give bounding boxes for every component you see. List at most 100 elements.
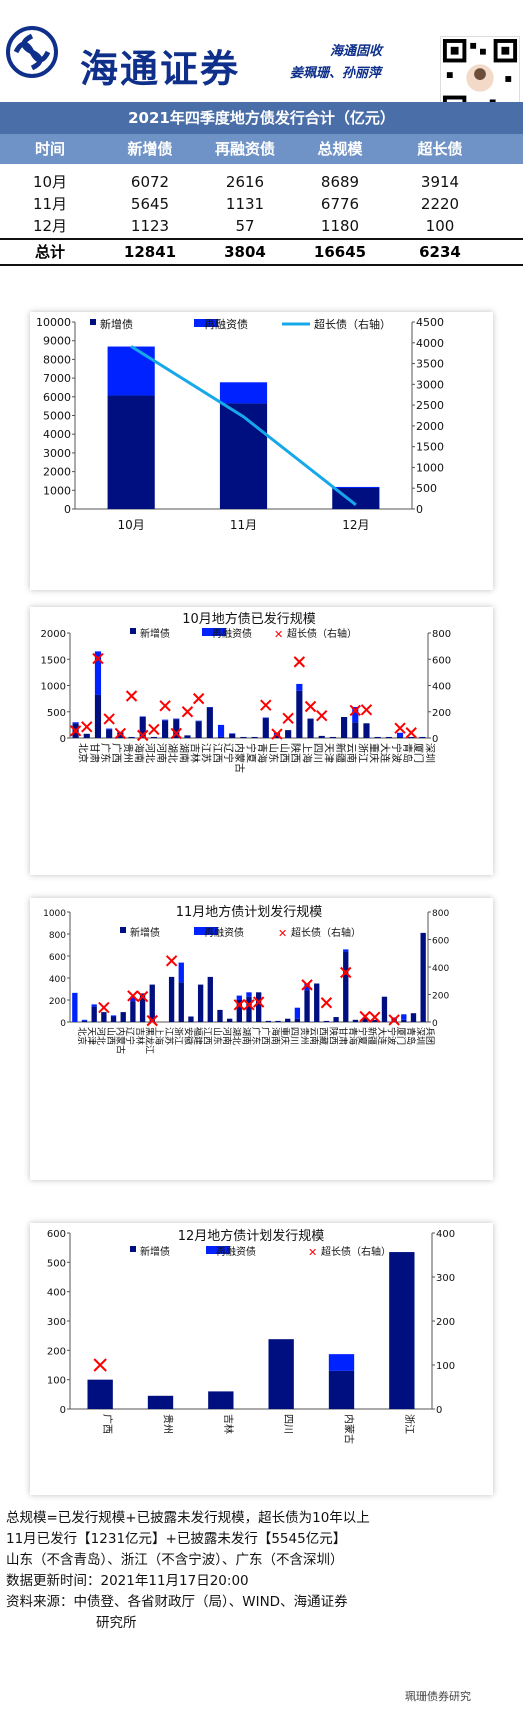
ultra-long-marker — [137, 729, 149, 742]
x-tick-label: 大连 — [376, 1027, 388, 1045]
bar-new-bond — [419, 736, 426, 738]
ultra-long-marker — [388, 1014, 400, 1026]
ultra-long-marker — [282, 712, 294, 725]
bar-new-bond — [168, 976, 175, 1022]
bar-refinance-bond — [401, 1014, 407, 1020]
y-tick-label: 2000 — [41, 629, 66, 640]
x-tick-label: 安徽 — [182, 1027, 194, 1045]
x-tick-label: 大连 — [379, 743, 392, 763]
ultra-long-marker — [127, 990, 139, 1002]
chart-panel-nov: 新增债 再融资债 ✕ 超长债（右轴） 0 200 400 600 800 1000 0 200 400 6… — [30, 898, 493, 1180]
table-cell: 2616 — [225, 173, 265, 191]
bar-refinance-bond — [236, 995, 242, 1000]
x-tick-label: 西藏 — [318, 1027, 330, 1045]
note-line: 山东（不含青岛）、浙江（不含宁波）、广东（不含深圳） — [6, 1552, 344, 1568]
brand-name: 海通证券 — [80, 46, 241, 91]
chart-panel-q4: 新增债 再融资债 超长债（右轴） 0 1000 2000 3000 4000 5000 6000 7… — [30, 312, 493, 590]
legend-swatch — [194, 927, 218, 935]
report-header: 海通证券 海通固收 姜珮珊、孙丽萍 — [0, 0, 523, 122]
bar-refinance-bond — [219, 382, 268, 404]
y-tick-label: 0 — [60, 1405, 66, 1416]
y-tick-label: 1000 — [43, 484, 71, 497]
y-tick-label: 200 — [47, 1346, 66, 1357]
ultra-long-marker — [136, 990, 149, 1003]
bar-new-bond — [381, 996, 388, 1022]
footnotes: 总规模=已发行规模+已披露未发行规模，超长债为10年以上 11月已发行【1231… — [6, 1508, 521, 1634]
bar-refinance-bond — [173, 718, 180, 720]
bar-new-bond — [275, 1020, 281, 1022]
note-line: 研究所 — [96, 1615, 137, 1631]
bar-new-bond — [268, 1339, 294, 1409]
x-tick-label: 云南 — [308, 1027, 320, 1045]
bar-new-bond — [389, 1252, 415, 1409]
bar-refinance-bond — [72, 992, 78, 1022]
bar-refinance-bond — [328, 1354, 355, 1371]
bar-new-bond — [352, 1019, 359, 1022]
bar-new-bond — [374, 736, 381, 738]
y2-tick-label: 3500 — [416, 358, 444, 371]
bar-refinance-bond — [217, 724, 225, 737]
legend-label: 超长债（右轴） — [287, 627, 357, 640]
y2-tick-label: 4000 — [416, 337, 444, 350]
bar-new-bond — [318, 735, 325, 738]
bar-new-bond — [304, 990, 310, 1022]
y2-tick-label: 400 — [432, 682, 451, 693]
legend-label: 再融资债 — [212, 627, 252, 640]
bar-new-bond — [101, 1012, 107, 1022]
ultra-long-marker — [405, 727, 417, 739]
legend-label: 超长债（右轴） — [291, 926, 361, 939]
bar-new-bond — [363, 723, 370, 738]
bar-new-bond — [385, 736, 392, 738]
x-tick-label: 广西 — [110, 743, 122, 763]
y2-tick-label: 800 — [432, 629, 451, 640]
x-tick-label: 四川 — [289, 1027, 299, 1045]
x-tick-label: 广西 — [260, 1027, 272, 1045]
column-header: 新增债 — [127, 140, 173, 158]
ultra-long-marker — [360, 704, 373, 716]
legend-label: 新增债 — [100, 317, 133, 331]
x-tick-label: 辽宁 — [124, 1027, 136, 1045]
y-tick-label: 0 — [60, 734, 66, 745]
x-tick-label: 宁波 — [385, 1027, 397, 1045]
ultra-long-marker — [148, 723, 160, 736]
ultra-long-marker — [69, 725, 82, 737]
ultra-long-marker — [92, 652, 104, 665]
bar-new-bond — [401, 1019, 407, 1022]
y-tick-label: 2000 — [43, 466, 71, 479]
y-tick-label: 500 — [47, 1258, 66, 1269]
x-tick-label: 海南 — [269, 1027, 281, 1045]
y-tick-label: 1000 — [41, 682, 66, 693]
table-cell: 1131 — [225, 195, 265, 213]
table-cell: 5645 — [130, 195, 170, 213]
ultra-long-marker — [170, 727, 182, 740]
y2-tick-label: 2500 — [416, 399, 444, 412]
table-cell: 16645 — [313, 243, 367, 261]
x-tick-label: 天津 — [323, 743, 335, 763]
x-tick-label: 山东 — [267, 743, 280, 763]
x-tick-label: 兵团 — [424, 1027, 436, 1045]
bar-new-bond — [262, 718, 269, 738]
bar-new-bond — [139, 717, 146, 738]
x-tick-label: 广东 — [250, 1027, 262, 1045]
x-tick-label: 山东 — [211, 1027, 223, 1045]
table-cell: 1180 — [320, 217, 360, 235]
bar-new-bond — [343, 951, 349, 1022]
x-tick-label: 厦门 — [412, 743, 425, 763]
y-tick-label: 0 — [60, 1019, 66, 1029]
x-tick-label: 贵州 — [298, 1027, 310, 1045]
bar-new-bond — [195, 721, 202, 738]
ultra-long-marker — [98, 1001, 110, 1014]
y-tick-label: 200 — [49, 997, 66, 1007]
bar-new-bond — [236, 1000, 242, 1022]
ultra-long-marker — [316, 709, 328, 722]
bar-refinance-bond — [294, 1007, 301, 1019]
legend-marker-swatch: ✕ — [274, 628, 283, 641]
table-cell: 12月 — [32, 217, 68, 235]
bar-refinance-bond — [106, 728, 113, 730]
bar-new-bond — [208, 1391, 234, 1409]
bar-new-bond — [81, 1020, 88, 1022]
y2-tick-label: 0 — [436, 1405, 442, 1416]
bar-new-bond — [285, 730, 292, 738]
bar-new-bond — [94, 694, 102, 738]
y-tick-label: 500 — [47, 708, 66, 719]
